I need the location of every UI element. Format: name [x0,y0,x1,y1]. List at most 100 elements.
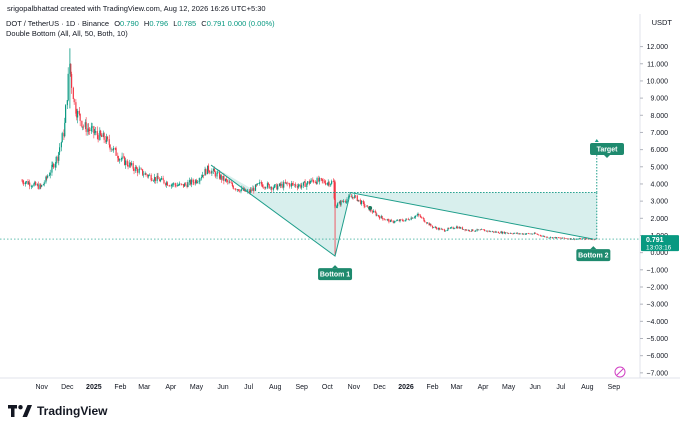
y-tick-label: −3.000 [646,302,668,309]
candle-body [536,233,538,235]
candle-body [100,130,102,135]
candle-body [447,228,449,231]
candle-body [29,182,31,187]
x-tick-label: Feb [427,384,439,391]
candle-body [410,217,412,220]
x-tick-label: Sep [295,384,308,391]
candle-body [127,165,129,167]
candle-body [590,239,592,240]
candle-body [309,181,311,184]
candle-body [141,168,143,170]
candle-body [94,132,96,134]
candle-body [333,181,335,199]
candle-body [216,172,218,177]
bottom-2-label-text: Bottom 2 [578,253,608,260]
candle-body [106,136,108,143]
candle-body [54,163,56,168]
candle-body [582,238,584,240]
candle-body [129,162,131,167]
candle-body [330,183,332,186]
candle-body [467,230,470,231]
candle-body [506,232,508,234]
candle-body [573,238,575,240]
candle-body [153,180,155,182]
candle-body [394,220,396,223]
bottom-2-label-box [576,249,611,262]
candle-body [271,187,273,190]
close-value: 0.791 [206,19,226,28]
candle-body [437,228,440,230]
currency-label[interactable]: USDT [651,18,672,27]
candle-body [183,184,185,187]
indicator-legend[interactable]: Double Bottom (All, All, 50, Both, 10) [6,29,128,38]
candle-body [378,215,380,217]
candle-body [460,227,462,229]
candle-body [192,179,194,183]
candle-body [455,226,458,229]
candle-body [168,185,170,187]
candle-body [33,183,35,187]
goto-realtime-circle [614,366,626,378]
candle-body [284,182,287,184]
candle-body [236,189,239,190]
candle-body [442,229,444,230]
x-tick-label: Nov [348,384,361,391]
candle-body [358,199,360,201]
candle-body [30,186,33,187]
breakout-marker [368,206,373,210]
candle-body [382,217,384,220]
candle-body [132,163,134,169]
candle-body [142,174,145,176]
candle-body [207,165,210,171]
tradingview-logo[interactable]: TradingView [8,404,107,418]
candle-body [498,232,500,234]
bottom-2-label: Bottom 2 [576,246,611,262]
candle-body [154,177,157,181]
candle-body [225,178,228,181]
candle-body [264,186,266,189]
candle-body [314,182,316,183]
close-label: C [201,19,207,28]
candle-body [261,184,263,187]
candle-body [331,181,333,184]
candle-body [585,238,588,240]
candle-body [406,218,408,220]
candle-body [259,182,261,184]
x-tick-label: Apr [478,384,490,391]
candle-body [302,182,304,186]
candle-body [340,200,342,205]
candle-body [313,180,315,183]
candle-body [193,182,195,184]
candle-body [272,187,275,190]
symbol-legend[interactable]: DOT / TetherUS · 1D · Binance O0.790 H0.… [6,19,275,28]
y-tick-label: 0.000 [650,250,668,257]
candle-body [283,182,285,188]
candle-body [268,184,270,189]
candle-body [76,110,79,118]
candle-body [41,185,43,187]
candle-body [352,196,354,199]
candle-body [436,228,438,230]
target-arrow [594,139,599,143]
candle-body [376,215,378,216]
candle-body [502,231,504,234]
y-tick-label: 6.000 [650,147,668,154]
candle-body [408,219,411,221]
candle-body [237,189,239,191]
candle-body [156,175,158,181]
candle-body [23,182,25,185]
candle-body [428,222,430,226]
candle-body [555,237,558,239]
candle-body [27,181,29,185]
candle-body [566,238,568,240]
candle-body [431,226,434,228]
candle-body [248,190,251,193]
candle-body [211,170,213,174]
candle-body [370,208,372,212]
y-tick-label: −4.000 [646,319,668,326]
candle-body [554,237,556,238]
candle-body [564,238,566,239]
candle-body [61,133,63,143]
